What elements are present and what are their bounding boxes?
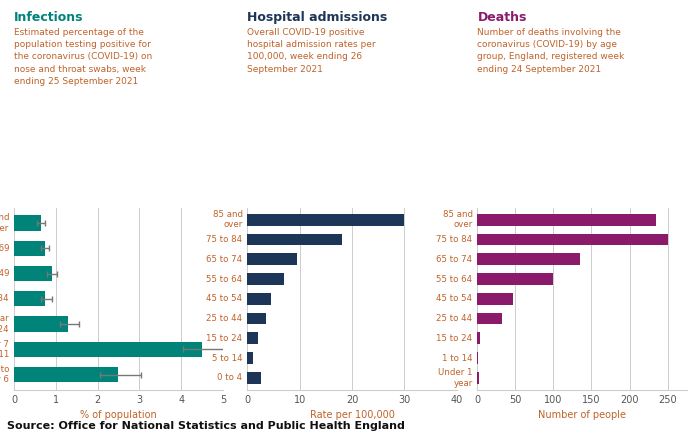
- Bar: [247, 352, 252, 364]
- Bar: [247, 372, 261, 384]
- X-axis label: Number of people: Number of people: [538, 410, 626, 420]
- Bar: [477, 372, 479, 384]
- Bar: [477, 293, 513, 305]
- Bar: [14, 215, 41, 230]
- Bar: [14, 342, 202, 357]
- Bar: [477, 273, 553, 285]
- Bar: [477, 253, 580, 265]
- Bar: [247, 273, 284, 285]
- Bar: [247, 253, 297, 265]
- Bar: [247, 233, 342, 246]
- Text: Estimated percentage of the
population testing positive for
the coronavirus (COV: Estimated percentage of the population t…: [14, 28, 152, 86]
- Bar: [477, 352, 478, 364]
- Bar: [14, 317, 68, 332]
- Bar: [14, 367, 118, 382]
- Text: Overall COVID-19 positive
hospital admission rates per
100,000, week ending 26
S: Overall COVID-19 positive hospital admis…: [247, 28, 376, 74]
- Bar: [477, 313, 502, 324]
- Bar: [14, 241, 45, 256]
- Bar: [14, 291, 45, 307]
- Text: Source: Office for National Statistics and Public Health England: Source: Office for National Statistics a…: [7, 421, 405, 431]
- X-axis label: Rate per 100,000: Rate per 100,000: [309, 410, 395, 420]
- Text: Deaths: Deaths: [477, 11, 527, 24]
- Bar: [14, 266, 52, 281]
- Text: Hospital admissions: Hospital admissions: [247, 11, 388, 24]
- Bar: [477, 233, 668, 246]
- Bar: [247, 313, 266, 324]
- Text: Infections: Infections: [14, 11, 84, 24]
- Bar: [477, 333, 480, 344]
- Bar: [247, 333, 258, 344]
- Text: Number of deaths involving the
coronavirus (COVID-19) by age
group, England, reg: Number of deaths involving the coronavir…: [477, 28, 625, 74]
- Bar: [477, 214, 656, 226]
- X-axis label: % of population: % of population: [80, 410, 157, 420]
- Bar: [247, 214, 404, 226]
- Bar: [247, 293, 271, 305]
